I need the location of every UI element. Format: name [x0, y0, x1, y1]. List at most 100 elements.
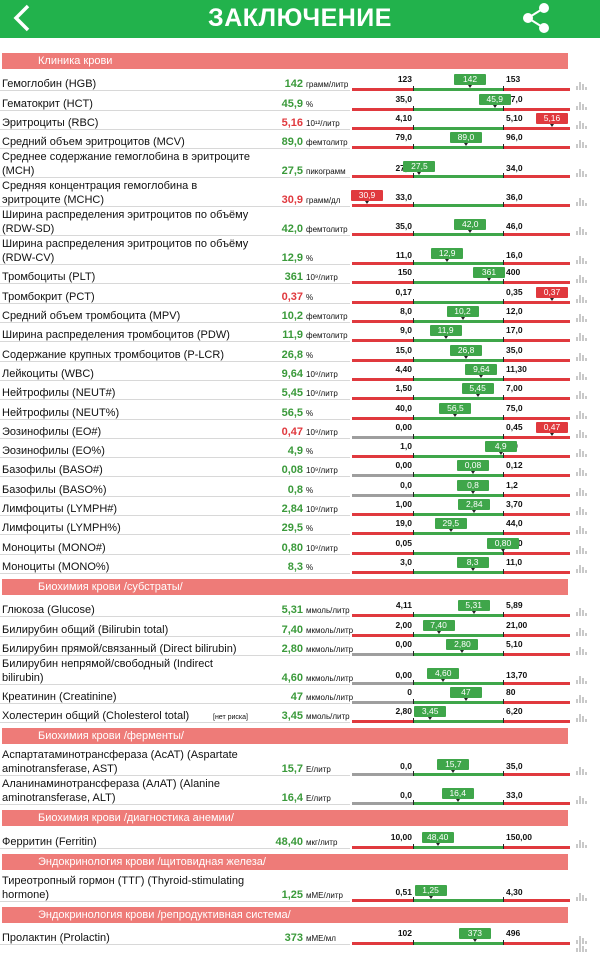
- chart-icon[interactable]: [576, 352, 588, 361]
- row-underline: [0, 177, 350, 179]
- test-unit: пикограмм: [306, 167, 346, 177]
- chart-icon[interactable]: [576, 101, 588, 110]
- chart-icon[interactable]: [576, 294, 588, 303]
- chart-icon[interactable]: [576, 526, 588, 535]
- chart-icon[interactable]: [576, 627, 588, 636]
- result-row[interactable]: Тромбокрит (PCT) 0,37% 0,17 0,35 0,37: [0, 285, 600, 304]
- result-row[interactable]: Билирубин прямой/связанный (Direct bilir…: [0, 638, 600, 657]
- chart-icon[interactable]: [576, 82, 588, 91]
- result-row[interactable]: Гемоглобин (HGB) 142 грамм/литр 123 153 142: [0, 73, 600, 92]
- range-high-tick: [503, 491, 504, 497]
- chart-icon[interactable]: [576, 487, 588, 496]
- result-row[interactable]: Ферритин (Ferritin) 48,40 мкг/литр 10,00 150…: [0, 830, 600, 849]
- test-value: 0,08: [281, 464, 303, 477]
- result-row[interactable]: Эозинофилы (EO%)4,9%1,05,04,9: [0, 440, 600, 459]
- result-row[interactable]: Лимфоциты (LYMPH#) 2,84 10⁹/литр 1,00 3,70 2,…: [0, 498, 600, 517]
- chart-icon[interactable]: [576, 429, 588, 438]
- icon-bar: [579, 371, 581, 380]
- chart-icon[interactable]: [576, 198, 588, 207]
- result-row[interactable]: Лимфоциты (LYMPH%) 29,5% 19,0 44,0 29,5: [0, 517, 600, 536]
- chart-icon[interactable]: [576, 796, 588, 805]
- chart-icon[interactable]: [576, 333, 588, 342]
- result-row[interactable]: Ширина распределения эритроцитов по объё…: [0, 237, 600, 266]
- test-name: aminotransferase, ALT): [2, 792, 116, 805]
- result-row[interactable]: Базофилы (BASO#) 0,08 10⁹/литр 0,00 0,12 0,08: [0, 459, 600, 478]
- chart-icon[interactable]: [576, 169, 588, 178]
- icon-bar: [585, 531, 587, 535]
- result-row[interactable]: Ширина распределения тромбоцитов (PDW) 11…: [0, 324, 600, 343]
- value-pointer: [441, 678, 446, 682]
- chart-icon[interactable]: [576, 675, 588, 684]
- result-row[interactable]: Эритроциты (RBC) 5,16 10¹²/литр 4,10 5,10 5,1…: [0, 112, 600, 131]
- result-row[interactable]: Аспартатаминотрансфераза (АсАТ) (Asparta…: [0, 748, 600, 777]
- result-row[interactable]: Среднее содержание гемоглобина в эритроц…: [0, 150, 600, 179]
- result-row[interactable]: Аланинаминотрансфераза (АлАТ) (Alanine am…: [0, 777, 600, 806]
- value-pointer: [471, 490, 475, 494]
- result-row[interactable]: Нейтрофилы (NEUT#) 5,45 10⁹/литр 1,50 7,00 5,…: [0, 382, 600, 401]
- chart-icon[interactable]: [576, 314, 588, 323]
- share-button[interactable]: [523, 3, 549, 33]
- result-row[interactable]: Моноциты (MONO%) 8,3% 3,0 11,0 8,3: [0, 556, 600, 575]
- chart-icon[interactable]: [576, 608, 588, 617]
- icon-bar: [585, 941, 587, 945]
- back-button[interactable]: [13, 4, 30, 32]
- value-pointer: [463, 143, 468, 147]
- chart-icon[interactable]: [576, 371, 588, 380]
- icon-bar: [576, 318, 578, 323]
- result-row[interactable]: Базофилы (BASO%) 0,8% 0,0 1,2 0,8: [0, 478, 600, 497]
- result-row[interactable]: Эозинофилы (EO#) 0,47 10⁹/литр 0,00 0,45 0,47: [0, 421, 600, 440]
- result-row[interactable]: Билирубин общий (Bilirubin total) 7,40 мкм…: [0, 618, 600, 637]
- test-value: 89,0: [281, 136, 303, 149]
- chart-icon[interactable]: [576, 120, 588, 129]
- result-row[interactable]: Глюкоза (Glucose) 5,31 ммоль/литр 4,11 5,89 5…: [0, 599, 600, 618]
- chart-icon[interactable]: [576, 892, 588, 901]
- chart-icon[interactable]: [576, 936, 588, 945]
- result-row[interactable]: Пролактин (Prolactin) 373 мМЕ/мл 102 496 373: [0, 927, 600, 946]
- range-low-tick: [413, 511, 414, 517]
- range-high: 35,0: [506, 344, 523, 355]
- icon-bar: [582, 566, 584, 573]
- chart-icon[interactable]: [576, 468, 588, 477]
- chart-icon[interactable]: [576, 275, 588, 284]
- result-row[interactable]: Холестерин общий (Cholesterol total) [нет…: [0, 705, 600, 724]
- bar-below: [352, 474, 413, 478]
- range-low-tick: [413, 453, 414, 459]
- result-row[interactable]: Средний объем эритроцитов (MCV) 89,0 фемто…: [0, 131, 600, 150]
- chart-icon[interactable]: [576, 564, 588, 573]
- chart-icon[interactable]: [576, 391, 588, 400]
- chart-icon[interactable]: [576, 646, 588, 655]
- test-name: (MCH): [2, 165, 35, 178]
- icon-bar: [576, 800, 578, 805]
- chart-icon[interactable]: [576, 449, 588, 458]
- result-row[interactable]: Тиреотропный гормон (ТТГ) (Thyroid-stimu…: [0, 874, 600, 903]
- range-low: 2,80: [395, 706, 412, 717]
- result-row[interactable]: Нейтрофилы (NEUT%) 56,5% 40,0 75,0 56,5: [0, 401, 600, 420]
- result-row[interactable]: Билирубин непрямой/свободный (Indirect bi…: [0, 657, 600, 686]
- icon-bar: [579, 352, 581, 361]
- chart-icon[interactable]: [576, 695, 588, 704]
- chart-icon[interactable]: [576, 227, 588, 236]
- result-row[interactable]: Средний объем тромбоцита (MPV) 10,2 фемтол…: [0, 305, 600, 324]
- result-row[interactable]: Ширина распределения эритроцитов по объё…: [0, 208, 600, 237]
- value-badge: 0,37: [536, 286, 568, 298]
- range-low-tick: [413, 356, 414, 362]
- chart-icon[interactable]: [576, 410, 588, 419]
- result-row[interactable]: Лейкоциты (WBC) 9,64 10⁹/литр 4,40 11,30 9,64: [0, 363, 600, 382]
- chart-icon[interactable]: [576, 714, 588, 723]
- result-row[interactable]: Содержание крупных тромбоцитов (P-LCR) 26…: [0, 343, 600, 362]
- result-row[interactable]: Средняя концентрация гемоглобина в эритро…: [0, 179, 600, 208]
- chart-icon[interactable]: [576, 839, 588, 848]
- range-low: 0: [407, 687, 412, 698]
- chart-icon[interactable]: [576, 256, 588, 265]
- value-badge: 29,5: [434, 518, 467, 530]
- chart-icon[interactable]: [576, 507, 588, 516]
- chart-icon[interactable]: [576, 140, 588, 149]
- bar-below: [352, 942, 413, 946]
- test-name: Аспартатаминотрансфераза (АсАТ) (Asparta…: [2, 749, 238, 762]
- chart-icon[interactable]: [576, 767, 588, 776]
- result-row[interactable]: Гематокрит (HCT) 45,9% 35,0 47,0 45,9: [0, 92, 600, 111]
- result-row[interactable]: Креатинин (Creatinine) 47 мкмоль/литр 0 80 47: [0, 686, 600, 705]
- result-row[interactable]: Тромбоциты (PLT) 361 10⁹/литр 150 400 361: [0, 266, 600, 285]
- chart-icon[interactable]: [576, 545, 588, 554]
